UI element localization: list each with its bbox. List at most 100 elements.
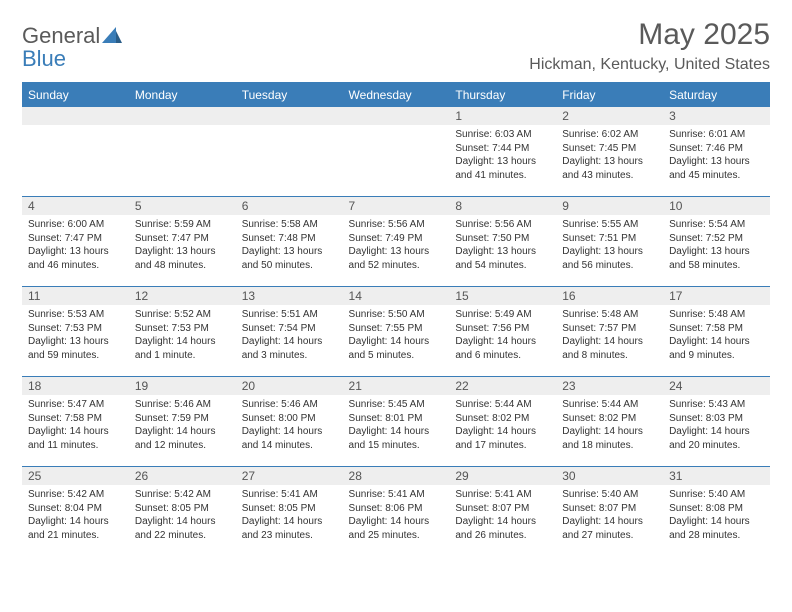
day-details: Sunrise: 5:40 AMSunset: 8:08 PMDaylight:… bbox=[663, 485, 770, 546]
day-number: 20 bbox=[236, 376, 343, 395]
day-details: Sunrise: 5:40 AMSunset: 8:07 PMDaylight:… bbox=[556, 485, 663, 546]
sunrise-text: Sunrise: 6:01 AM bbox=[669, 128, 764, 142]
day-details: Sunrise: 6:01 AMSunset: 7:46 PMDaylight:… bbox=[663, 125, 770, 186]
col-saturday: Saturday bbox=[663, 83, 770, 106]
daylight-text: Daylight: 13 hours and 56 minutes. bbox=[562, 245, 657, 272]
sunset-text: Sunset: 8:02 PM bbox=[562, 412, 657, 426]
sunset-text: Sunset: 7:57 PM bbox=[562, 322, 657, 336]
calendar-cell: 31Sunrise: 5:40 AMSunset: 8:08 PMDayligh… bbox=[663, 466, 770, 556]
calendar-cell: 3Sunrise: 6:01 AMSunset: 7:46 PMDaylight… bbox=[663, 106, 770, 196]
daylight-text: Daylight: 14 hours and 15 minutes. bbox=[349, 425, 444, 452]
calendar-cell: 6Sunrise: 5:58 AMSunset: 7:48 PMDaylight… bbox=[236, 196, 343, 286]
calendar-cell: 8Sunrise: 5:56 AMSunset: 7:50 PMDaylight… bbox=[449, 196, 556, 286]
day-details: Sunrise: 5:59 AMSunset: 7:47 PMDaylight:… bbox=[129, 215, 236, 276]
day-number: 10 bbox=[663, 196, 770, 215]
day-details: Sunrise: 6:00 AMSunset: 7:47 PMDaylight:… bbox=[22, 215, 129, 276]
sunrise-text: Sunrise: 5:41 AM bbox=[455, 488, 550, 502]
daylight-text: Daylight: 13 hours and 41 minutes. bbox=[455, 155, 550, 182]
calendar-cell: 13Sunrise: 5:51 AMSunset: 7:54 PMDayligh… bbox=[236, 286, 343, 376]
sunrise-text: Sunrise: 5:59 AM bbox=[135, 218, 230, 232]
sunset-text: Sunset: 7:58 PM bbox=[669, 322, 764, 336]
sunset-text: Sunset: 7:53 PM bbox=[135, 322, 230, 336]
calendar-cell: 15Sunrise: 5:49 AMSunset: 7:56 PMDayligh… bbox=[449, 286, 556, 376]
day-details: Sunrise: 5:43 AMSunset: 8:03 PMDaylight:… bbox=[663, 395, 770, 456]
sunset-text: Sunset: 8:04 PM bbox=[28, 502, 123, 516]
daylight-text: Daylight: 13 hours and 58 minutes. bbox=[669, 245, 764, 272]
daylight-text: Daylight: 13 hours and 52 minutes. bbox=[349, 245, 444, 272]
sunset-text: Sunset: 8:07 PM bbox=[455, 502, 550, 516]
calendar-cell: 18Sunrise: 5:47 AMSunset: 7:58 PMDayligh… bbox=[22, 376, 129, 466]
sunset-text: Sunset: 8:01 PM bbox=[349, 412, 444, 426]
calendar-cell: 26Sunrise: 5:42 AMSunset: 8:05 PMDayligh… bbox=[129, 466, 236, 556]
sunset-text: Sunset: 7:48 PM bbox=[242, 232, 337, 246]
sunset-text: Sunset: 8:02 PM bbox=[455, 412, 550, 426]
sunrise-text: Sunrise: 5:55 AM bbox=[562, 218, 657, 232]
day-number: 29 bbox=[449, 466, 556, 485]
col-thursday: Thursday bbox=[449, 83, 556, 106]
col-friday: Friday bbox=[556, 83, 663, 106]
day-number: 24 bbox=[663, 376, 770, 395]
day-details: Sunrise: 6:02 AMSunset: 7:45 PMDaylight:… bbox=[556, 125, 663, 186]
calendar-cell: 21Sunrise: 5:45 AMSunset: 8:01 PMDayligh… bbox=[343, 376, 450, 466]
day-details: Sunrise: 5:45 AMSunset: 8:01 PMDaylight:… bbox=[343, 395, 450, 456]
sunset-text: Sunset: 7:55 PM bbox=[349, 322, 444, 336]
calendar-cell bbox=[22, 106, 129, 196]
daylight-text: Daylight: 14 hours and 21 minutes. bbox=[28, 515, 123, 542]
sunrise-text: Sunrise: 5:56 AM bbox=[455, 218, 550, 232]
daylight-text: Daylight: 14 hours and 14 minutes. bbox=[242, 425, 337, 452]
daylight-text: Daylight: 13 hours and 45 minutes. bbox=[669, 155, 764, 182]
calendar-cell bbox=[343, 106, 450, 196]
day-details: Sunrise: 5:41 AMSunset: 8:06 PMDaylight:… bbox=[343, 485, 450, 546]
day-number: 28 bbox=[343, 466, 450, 485]
day-number: 14 bbox=[343, 286, 450, 305]
daylight-text: Daylight: 14 hours and 17 minutes. bbox=[455, 425, 550, 452]
day-number: 22 bbox=[449, 376, 556, 395]
day-number: 15 bbox=[449, 286, 556, 305]
sunset-text: Sunset: 8:07 PM bbox=[562, 502, 657, 516]
calendar-cell: 11Sunrise: 5:53 AMSunset: 7:53 PMDayligh… bbox=[22, 286, 129, 376]
calendar-cell: 27Sunrise: 5:41 AMSunset: 8:05 PMDayligh… bbox=[236, 466, 343, 556]
calendar-row: 25Sunrise: 5:42 AMSunset: 8:04 PMDayligh… bbox=[22, 466, 770, 556]
sunrise-text: Sunrise: 5:58 AM bbox=[242, 218, 337, 232]
day-number: 18 bbox=[22, 376, 129, 395]
brand-part2: Blue bbox=[22, 46, 66, 71]
calendar-row: 4Sunrise: 6:00 AMSunset: 7:47 PMDaylight… bbox=[22, 196, 770, 286]
sunset-text: Sunset: 8:08 PM bbox=[669, 502, 764, 516]
calendar-cell: 9Sunrise: 5:55 AMSunset: 7:51 PMDaylight… bbox=[556, 196, 663, 286]
sunset-text: Sunset: 7:44 PM bbox=[455, 142, 550, 156]
sunrise-text: Sunrise: 5:44 AM bbox=[455, 398, 550, 412]
calendar-cell bbox=[236, 106, 343, 196]
day-number: 31 bbox=[663, 466, 770, 485]
daylight-text: Daylight: 14 hours and 12 minutes. bbox=[135, 425, 230, 452]
day-number: 23 bbox=[556, 376, 663, 395]
calendar-cell: 23Sunrise: 5:44 AMSunset: 8:02 PMDayligh… bbox=[556, 376, 663, 466]
calendar-row: 1Sunrise: 6:03 AMSunset: 7:44 PMDaylight… bbox=[22, 106, 770, 196]
day-details: Sunrise: 5:46 AMSunset: 8:00 PMDaylight:… bbox=[236, 395, 343, 456]
sunrise-text: Sunrise: 5:47 AM bbox=[28, 398, 123, 412]
daylight-text: Daylight: 13 hours and 46 minutes. bbox=[28, 245, 123, 272]
sunrise-text: Sunrise: 5:42 AM bbox=[28, 488, 123, 502]
sunset-text: Sunset: 7:49 PM bbox=[349, 232, 444, 246]
day-details: Sunrise: 5:51 AMSunset: 7:54 PMDaylight:… bbox=[236, 305, 343, 366]
sunset-text: Sunset: 8:03 PM bbox=[669, 412, 764, 426]
col-wednesday: Wednesday bbox=[343, 83, 450, 106]
day-details: Sunrise: 5:52 AMSunset: 7:53 PMDaylight:… bbox=[129, 305, 236, 366]
daylight-text: Daylight: 14 hours and 11 minutes. bbox=[28, 425, 123, 452]
sunset-text: Sunset: 7:59 PM bbox=[135, 412, 230, 426]
sunset-text: Sunset: 7:52 PM bbox=[669, 232, 764, 246]
daylight-text: Daylight: 14 hours and 26 minutes. bbox=[455, 515, 550, 542]
day-number-empty bbox=[343, 106, 450, 125]
col-sunday: Sunday bbox=[22, 83, 129, 106]
daylight-text: Daylight: 14 hours and 6 minutes. bbox=[455, 335, 550, 362]
day-number: 4 bbox=[22, 196, 129, 215]
daylight-text: Daylight: 14 hours and 20 minutes. bbox=[669, 425, 764, 452]
day-number: 12 bbox=[129, 286, 236, 305]
day-details: Sunrise: 5:48 AMSunset: 7:58 PMDaylight:… bbox=[663, 305, 770, 366]
daylight-text: Daylight: 13 hours and 50 minutes. bbox=[242, 245, 337, 272]
brand-part1: General bbox=[22, 23, 100, 48]
sunset-text: Sunset: 7:47 PM bbox=[135, 232, 230, 246]
sunset-text: Sunset: 7:46 PM bbox=[669, 142, 764, 156]
daylight-text: Daylight: 14 hours and 9 minutes. bbox=[669, 335, 764, 362]
day-number: 25 bbox=[22, 466, 129, 485]
col-tuesday: Tuesday bbox=[236, 83, 343, 106]
